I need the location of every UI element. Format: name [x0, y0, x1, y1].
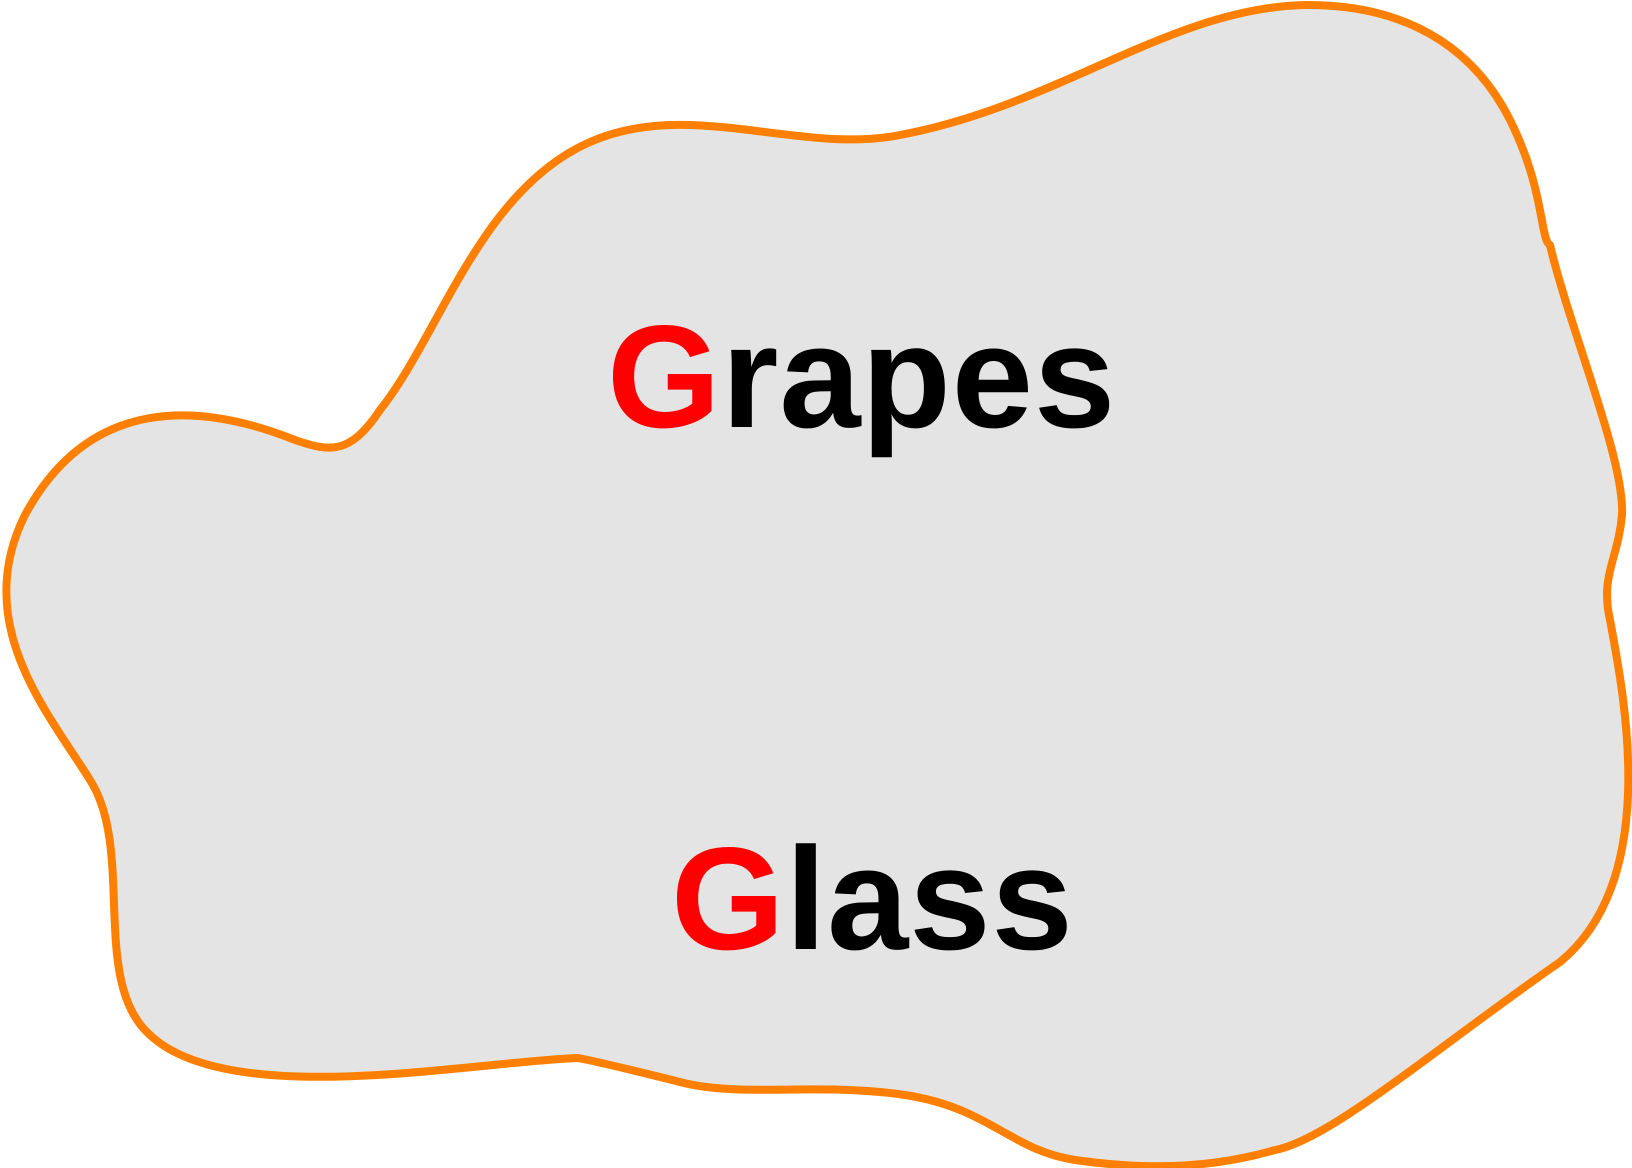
word-glass: Glass — [671, 826, 1074, 972]
initial-letter-g: G — [671, 817, 786, 980]
word-rest: rapes — [721, 295, 1117, 458]
word-rest: lass — [785, 817, 1074, 980]
initial-letter-g: G — [607, 295, 722, 458]
word-grapes: Grapes — [607, 304, 1116, 450]
